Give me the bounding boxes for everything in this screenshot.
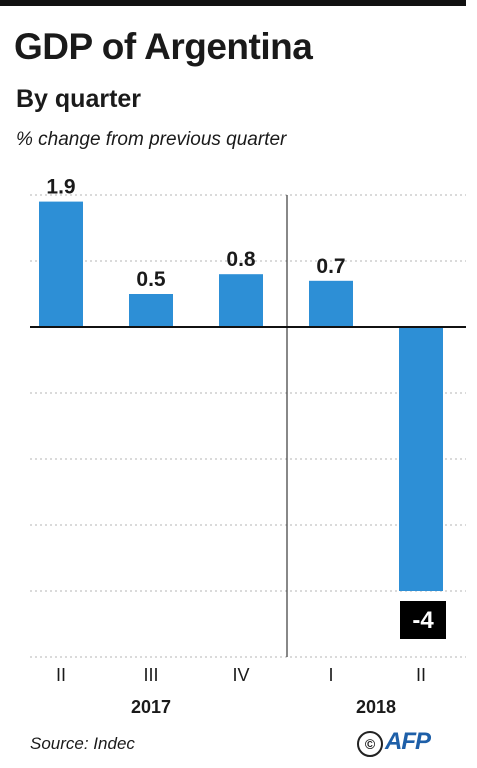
bar bbox=[219, 274, 263, 327]
data-label: -4 bbox=[412, 607, 434, 634]
unit-label: % change from previous quarter bbox=[16, 129, 287, 150]
copyright-icon: © bbox=[357, 731, 383, 757]
afp-logo: AFP bbox=[385, 728, 431, 755]
chart-title: GDP of Argentina bbox=[14, 26, 313, 67]
x-tick-label: IV bbox=[232, 665, 249, 685]
x-tick-label: II bbox=[416, 665, 426, 685]
bar-chart: 1.9 II 0.5 III 0.8 IV 0.7 I -4 II 2017 2018 bbox=[30, 176, 466, 717]
x-tick-label: III bbox=[143, 665, 158, 685]
data-label: 0.7 bbox=[316, 255, 345, 278]
data-label: 1.9 bbox=[46, 176, 75, 199]
data-label: 0.8 bbox=[226, 248, 256, 271]
bar bbox=[39, 201, 83, 327]
top-rule bbox=[0, 0, 466, 6]
x-tick-label: II bbox=[56, 665, 66, 685]
bar bbox=[129, 294, 173, 327]
data-label-bg bbox=[400, 601, 446, 639]
data-label: 0.5 bbox=[136, 268, 166, 291]
year-label: 2017 bbox=[131, 697, 171, 717]
source-note: Source: Indec bbox=[30, 734, 135, 753]
x-tick-label: I bbox=[328, 665, 333, 685]
year-label: 2018 bbox=[356, 697, 396, 717]
bar bbox=[399, 327, 443, 591]
chart-subtitle: By quarter bbox=[16, 85, 142, 113]
bar bbox=[309, 280, 353, 327]
